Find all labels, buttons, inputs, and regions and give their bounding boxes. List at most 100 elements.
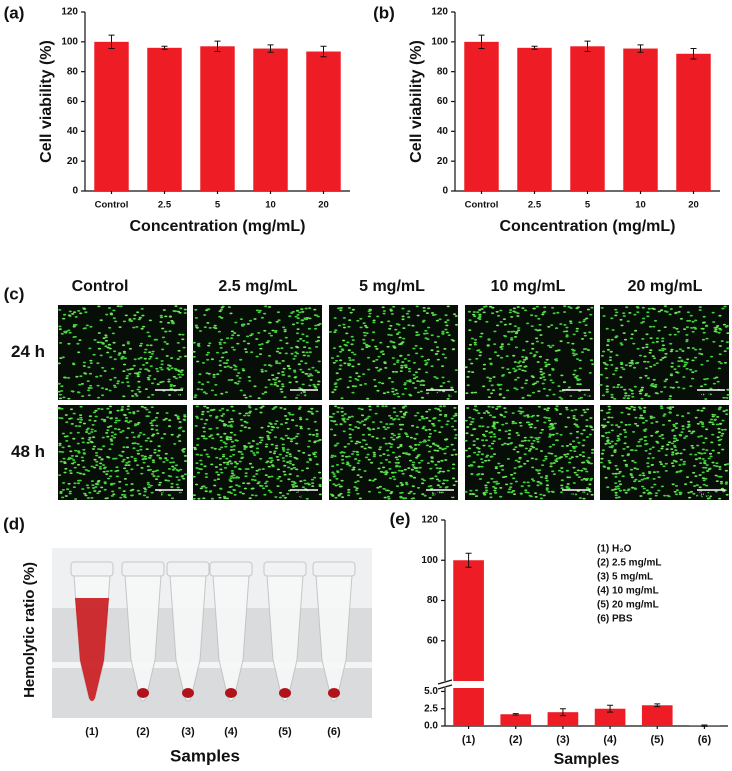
cell — [675, 422, 679, 425]
cell — [498, 393, 502, 396]
cell — [712, 382, 717, 385]
cell — [610, 393, 614, 396]
cell — [471, 421, 475, 423]
cell — [494, 480, 498, 483]
cell — [578, 454, 583, 456]
cell — [693, 485, 697, 487]
cell — [364, 456, 369, 459]
cell — [106, 426, 111, 428]
cell — [714, 328, 718, 331]
cell — [126, 368, 130, 371]
cell — [229, 455, 233, 458]
panel-label: (d) — [3, 514, 25, 533]
cell — [149, 454, 153, 457]
cell — [295, 424, 299, 427]
cell — [511, 490, 516, 492]
cell — [295, 397, 299, 399]
cell — [173, 443, 177, 445]
cell — [513, 336, 518, 338]
cell — [365, 346, 369, 348]
cell — [203, 422, 207, 425]
cell — [384, 367, 388, 369]
cell — [355, 372, 359, 375]
cell — [542, 494, 546, 497]
cell — [501, 374, 506, 376]
cell — [130, 389, 134, 392]
cell — [698, 352, 702, 355]
cell — [521, 356, 525, 358]
cell — [281, 383, 285, 386]
cell — [288, 462, 292, 465]
cell — [549, 346, 553, 349]
cell — [536, 329, 540, 332]
cell — [657, 489, 661, 492]
cell — [416, 380, 420, 382]
cell — [57, 362, 61, 365]
cell — [397, 469, 401, 472]
cell — [616, 437, 621, 440]
cell — [619, 421, 624, 424]
cell — [237, 485, 241, 488]
cell — [99, 462, 103, 465]
cell — [646, 311, 650, 314]
cell — [508, 371, 512, 374]
cell — [407, 453, 411, 456]
cell — [115, 419, 119, 422]
cell — [392, 475, 396, 478]
cell — [490, 447, 494, 450]
cell — [347, 349, 351, 352]
cell — [334, 496, 338, 499]
cell — [552, 312, 556, 315]
cell — [339, 468, 343, 471]
cell — [372, 451, 376, 454]
cell — [629, 468, 634, 471]
cell — [407, 316, 411, 319]
cell — [399, 495, 403, 498]
cell — [466, 455, 470, 458]
cell — [376, 389, 380, 392]
cell — [121, 381, 125, 384]
cell — [223, 432, 227, 435]
cell — [219, 338, 224, 341]
cell — [333, 455, 337, 457]
cell — [659, 359, 663, 361]
cell — [367, 433, 371, 436]
cell — [687, 430, 692, 432]
cell — [582, 439, 586, 441]
cell — [452, 415, 456, 417]
cell — [351, 385, 355, 387]
cell — [442, 382, 446, 384]
cell — [689, 481, 693, 484]
cell — [372, 428, 376, 430]
cell — [97, 396, 101, 399]
cell — [479, 351, 483, 353]
cell — [403, 358, 407, 360]
cell — [566, 341, 570, 344]
cell — [160, 368, 164, 371]
cell — [663, 356, 667, 358]
cell — [414, 344, 418, 347]
cell — [116, 409, 120, 412]
cell — [430, 387, 434, 390]
cell — [424, 363, 428, 366]
cell — [476, 473, 480, 476]
cell — [238, 377, 242, 379]
cell — [112, 341, 116, 344]
cell — [80, 383, 84, 385]
cell — [174, 464, 179, 467]
cell — [350, 335, 354, 338]
cell — [318, 493, 322, 496]
cell — [336, 470, 340, 473]
cell — [148, 357, 152, 360]
cell — [79, 414, 83, 416]
cell — [414, 371, 418, 374]
cell — [632, 342, 636, 345]
cell — [397, 433, 401, 436]
cell — [614, 472, 618, 475]
cell — [469, 423, 473, 426]
cell — [253, 454, 257, 456]
cell — [703, 461, 707, 464]
cell — [407, 467, 411, 469]
cell — [668, 333, 672, 336]
cell — [616, 439, 620, 442]
